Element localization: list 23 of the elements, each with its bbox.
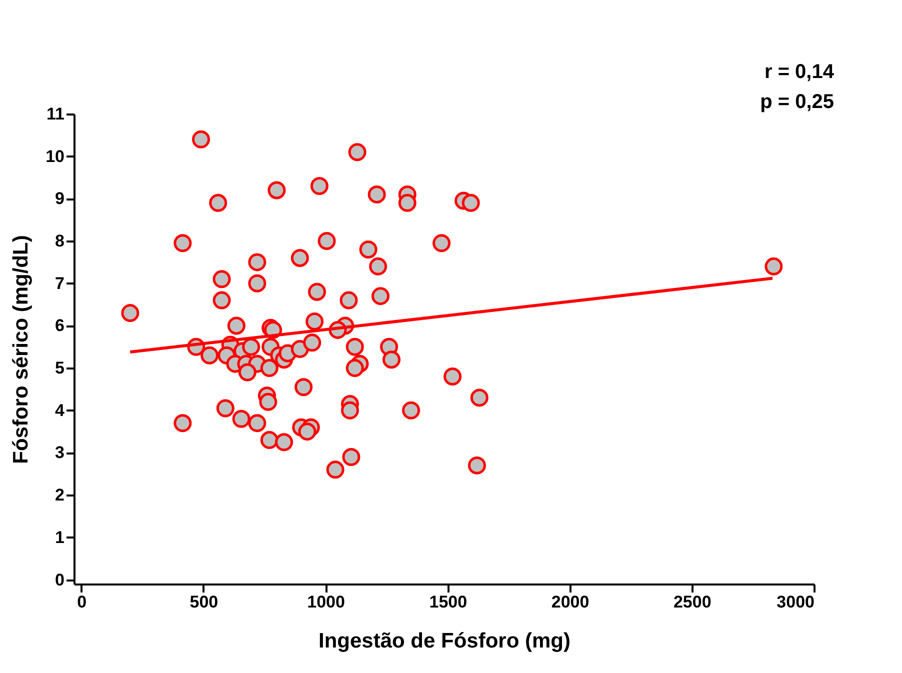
text: p = 0,25 <box>760 91 834 113</box>
y-tick-label: 2 <box>55 486 64 505</box>
x-tick-label: 2000 <box>551 592 590 612</box>
y-tick-label: 10 <box>46 146 64 166</box>
text: r = 0,14 <box>764 61 835 83</box>
x-tick-label: 2500 <box>673 592 712 612</box>
x-tick-label: 3000 <box>776 592 814 612</box>
y-tick-label: 1 <box>55 528 64 547</box>
x-tick-label: 500 <box>190 592 218 612</box>
y-tick-label: 4 <box>55 400 66 420</box>
y-tick-label: 7 <box>55 274 64 293</box>
y-tick-label: 5 <box>55 358 64 378</box>
x-axis-title: Ingestão de Fósforo (mg) <box>318 630 570 652</box>
x-tick-label: 1500 <box>429 592 468 612</box>
y-tick-label: 8 <box>55 232 64 251</box>
y-tick-label: 6 <box>55 316 64 336</box>
y-axis-title: Fósforo sérico (mg/dL) <box>10 235 33 464</box>
y-tick-label: 3 <box>55 443 64 462</box>
x-tick-label: 0 <box>77 592 87 612</box>
y-tick-label: 0 <box>55 570 64 590</box>
x-tick-label: 1000 <box>307 592 345 612</box>
y-tick-label: 9 <box>55 189 64 208</box>
y-tick-label: 11 <box>46 104 64 124</box>
